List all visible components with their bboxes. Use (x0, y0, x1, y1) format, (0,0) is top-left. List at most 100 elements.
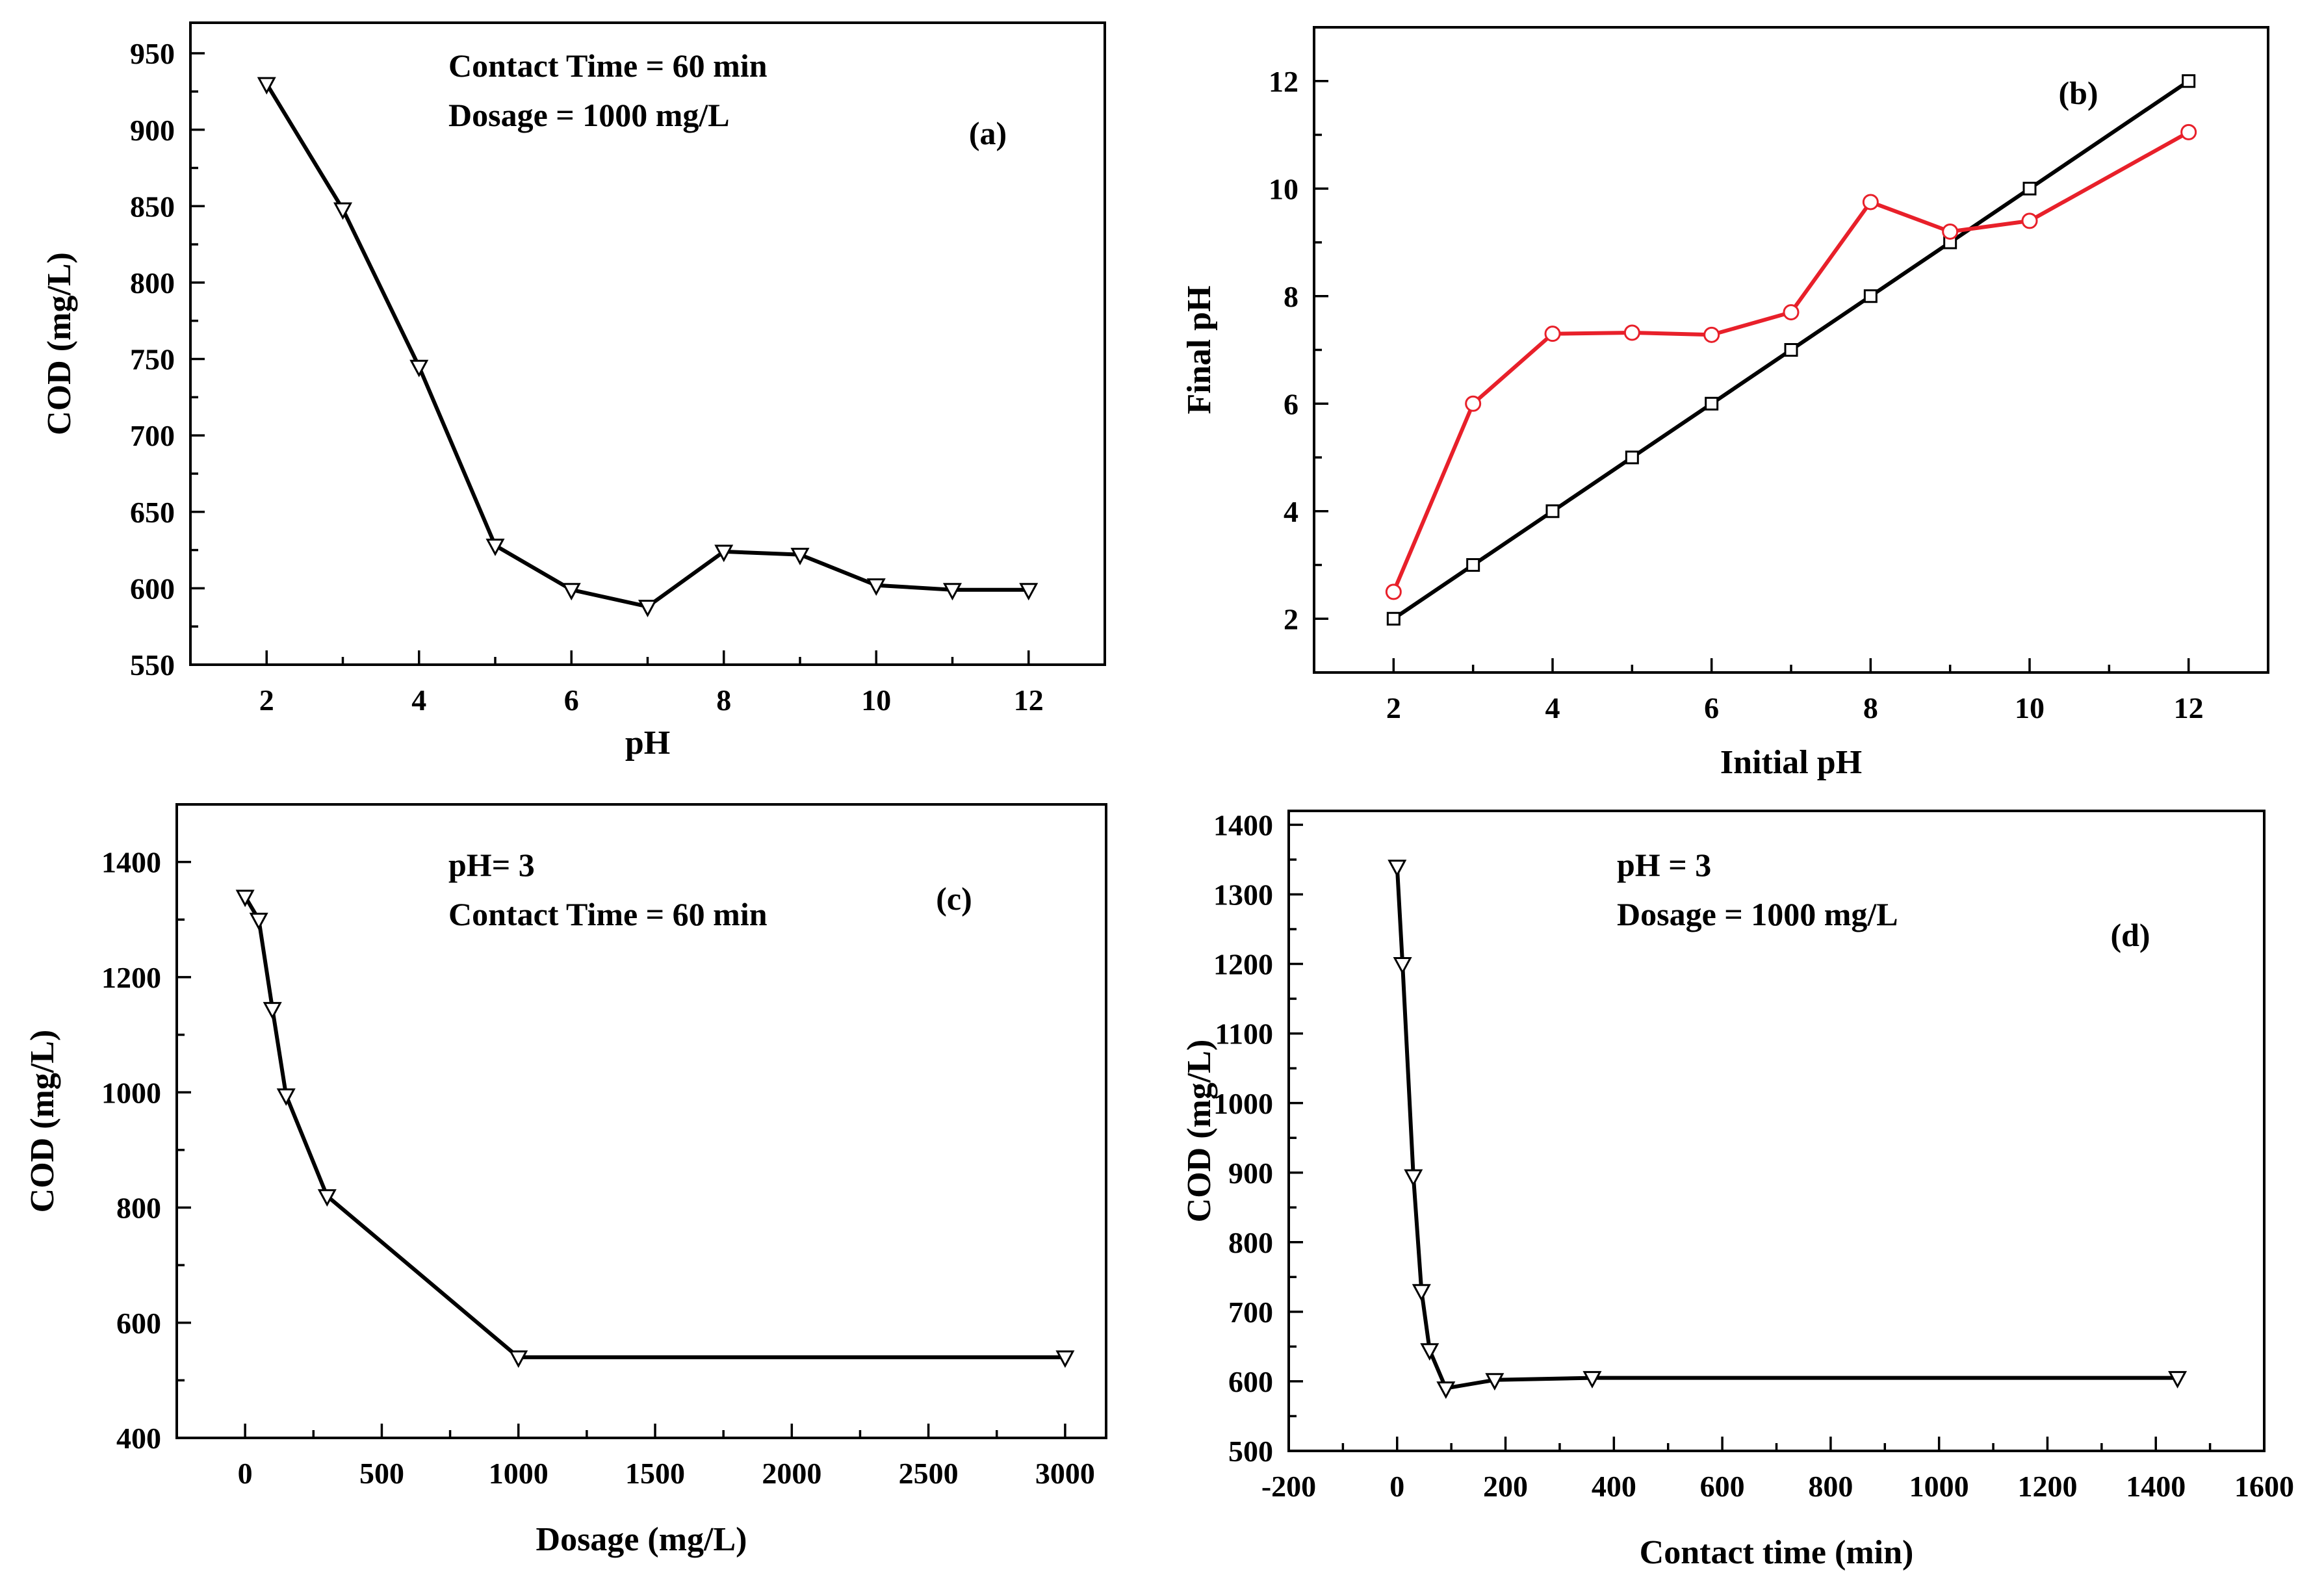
series-line-2 (1391, 130, 2191, 594)
x-tick-label: 200 (1483, 1470, 1528, 1503)
x-tick-label: 1000 (489, 1457, 549, 1490)
y-tick-label: 650 (130, 496, 175, 529)
x-tick-label: 10 (861, 684, 891, 717)
y-tick-label: 12 (1269, 65, 1298, 98)
panel-label: (b) (2058, 75, 2098, 111)
x-tick-label: -200 (1261, 1470, 1316, 1503)
x-tick-label: 1000 (1909, 1470, 1969, 1503)
y-tick-label: 1300 (1213, 878, 1273, 912)
data-point (790, 548, 810, 565)
y-tick-label: 1100 (1215, 1018, 1273, 1051)
y-tick-label: 8 (1284, 280, 1298, 313)
data-point (1388, 860, 1407, 878)
data-point (257, 77, 276, 95)
y-axis-label: COD (mg/L) (24, 1030, 61, 1213)
x-tick-label: 2500 (899, 1457, 959, 1490)
data-point (1485, 1373, 1504, 1391)
chart-panel-b: 2 4 6 8 10 12 2 4 6 8 10 12 Initial pH Final pH (b) (1181, 26, 2269, 781)
x-tick-label: 1600 (2234, 1470, 2294, 1503)
x-axis-label: pH (625, 724, 670, 762)
series-line-1 (265, 82, 1031, 609)
y-tick-label: 1000 (1213, 1087, 1273, 1120)
plot-frame (175, 803, 1107, 1439)
x-tick-label: 10 (2015, 691, 2045, 724)
data-point (1465, 395, 1482, 412)
data-point (638, 600, 658, 617)
data-point (1544, 326, 1561, 342)
x-tick-label: 4 (411, 684, 426, 717)
data-point (485, 539, 505, 556)
x-tick-label: 3000 (1035, 1457, 1095, 1490)
data-point (1625, 450, 1639, 465)
x-tick-label: 1400 (2126, 1470, 2186, 1503)
y-tick-label: 750 (130, 343, 175, 376)
data-point (317, 1189, 337, 1207)
data-point (235, 890, 255, 908)
x-tick-label: 12 (1014, 684, 1044, 717)
x-tick-label: 6 (1704, 691, 1719, 724)
y-axis-label: COD (mg/L) (1181, 1040, 1218, 1223)
data-point (2022, 181, 2037, 196)
data-point (1623, 324, 1640, 341)
data-point (1784, 343, 1798, 357)
data-point (276, 1088, 296, 1106)
data-point (333, 202, 353, 220)
x-tick-label: 2 (1386, 691, 1401, 724)
data-point (1703, 326, 1720, 343)
y-tick-label: 400 (116, 1422, 161, 1455)
y-tick-label: 2 (1284, 602, 1298, 635)
y-tick-label: 1200 (101, 961, 161, 994)
data-point (2168, 1371, 2188, 1389)
data-point (263, 1002, 282, 1020)
data-point (1942, 223, 1959, 240)
x-tick-label: 4 (1545, 691, 1560, 724)
y-tick-label: 600 (130, 572, 175, 605)
x-axis-label: Initial pH (1720, 744, 1862, 781)
x-tick-label: 500 (359, 1457, 404, 1490)
y-tick-label: 6 (1284, 387, 1298, 420)
panel-label: (c) (936, 880, 972, 917)
y-tick-label: 900 (1228, 1157, 1273, 1190)
y-tick-label: 500 (1228, 1435, 1273, 1468)
data-point (1420, 1343, 1440, 1361)
annotation-line: Dosage = 1000 mg/L (448, 97, 730, 133)
y-tick-label: 600 (116, 1307, 161, 1340)
panel-label: (d) (2110, 917, 2150, 953)
chart-panel-d: -200 0 200 400 600 800 1000 1200 1400 1600 500 600 7… (1181, 809, 2294, 1571)
data-point (1863, 289, 1878, 303)
data-point (942, 583, 962, 601)
annotation-line: pH = 3 (1617, 847, 1711, 883)
data-point (2021, 212, 2038, 229)
annotation-line: Contact Time = 60 min (448, 47, 768, 84)
chart-panel-a: 2 4 6 8 10 12 550 600 650 700 750 800 850 900 950 pH COD… (41, 21, 1106, 762)
y-tick-label: 900 (130, 114, 175, 147)
x-tick-label: 6 (564, 684, 579, 717)
data-point (1582, 1371, 1602, 1389)
y-tick-label: 850 (130, 190, 175, 223)
y-tick-label: 1400 (101, 846, 161, 879)
data-point (1404, 1169, 1423, 1187)
annotation-line: Contact Time = 60 min (448, 896, 768, 932)
data-point (1862, 194, 1879, 211)
series-line-1 (1395, 864, 2180, 1390)
y-tick-label: 4 (1284, 495, 1298, 528)
y-tick-label: 950 (130, 37, 175, 70)
y-tick-label: 1400 (1213, 809, 1273, 842)
annotation-line: pH= 3 (448, 847, 535, 883)
data-point (1055, 1350, 1075, 1368)
x-tick-label: 1200 (2017, 1470, 2077, 1503)
y-axis-label: COD (mg/L) (41, 252, 78, 435)
data-point (1466, 558, 1480, 572)
chart-panel-c: 0 500 1000 1500 2000 2500 3000 400 600 800 1000 120… (24, 803, 1107, 1558)
data-point (2182, 74, 2196, 88)
y-tick-label: 550 (130, 648, 175, 682)
y-tick-label: 700 (130, 419, 175, 452)
x-tick-label: 2000 (762, 1457, 821, 1490)
data-point (1393, 957, 1412, 975)
x-tick-label: 1500 (625, 1457, 685, 1490)
data-point (1545, 504, 1560, 519)
y-tick-label: 1000 (101, 1076, 161, 1109)
x-tick-label: 800 (1808, 1470, 1853, 1503)
annotation-line: Dosage = 1000 mg/L (1617, 896, 1898, 932)
x-axis-label: Contact time (min) (1640, 1534, 1914, 1571)
